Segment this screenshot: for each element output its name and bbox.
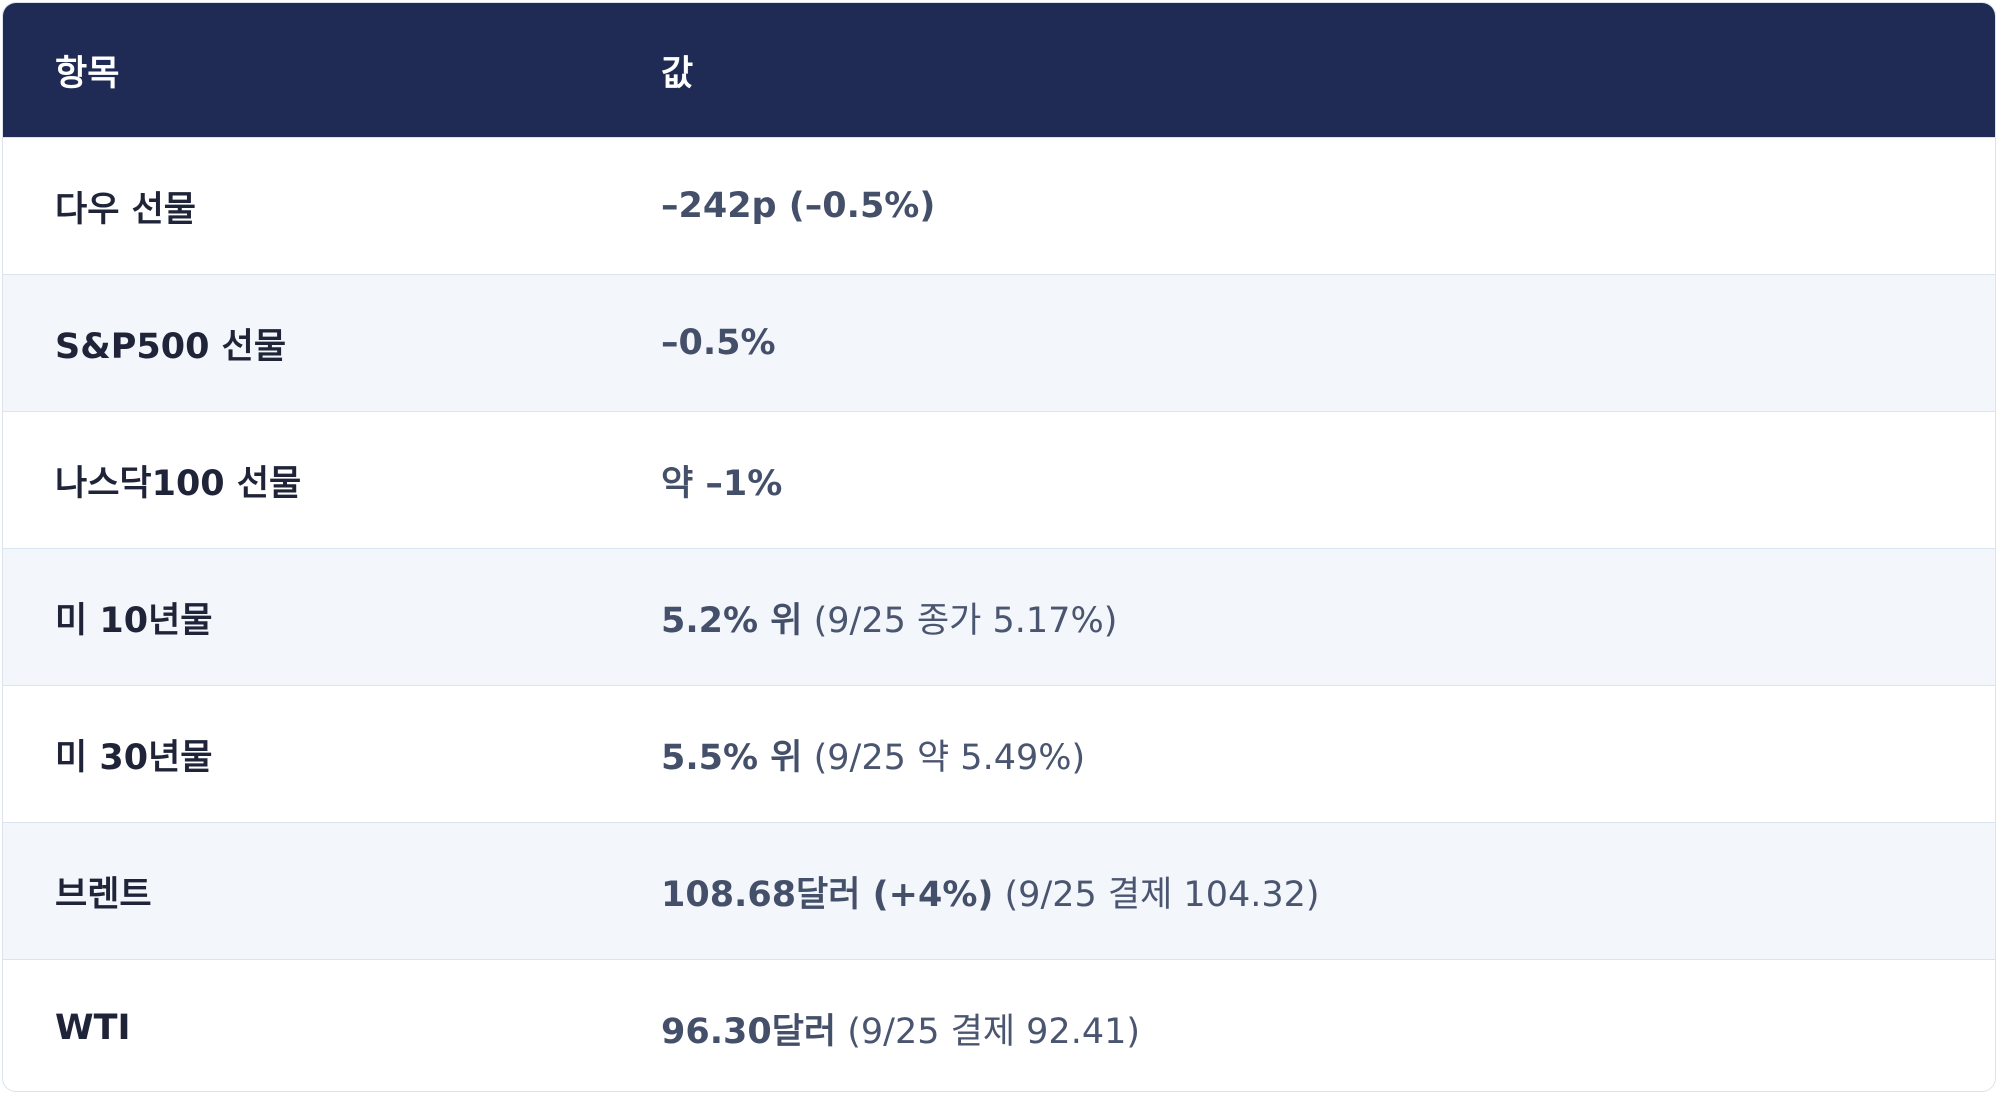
item-cell: 브렌트: [55, 874, 152, 915]
item-cell: 다우 선물: [55, 189, 196, 230]
value-text: –0.5%: [661, 323, 776, 363]
header-row: 항목 값: [3, 3, 1995, 137]
item-cell: 나스닥100 선물: [55, 463, 302, 504]
value-text: 5.2% 위: [661, 600, 803, 641]
header-cell: 항목: [55, 53, 120, 94]
value-note: (9/25 약 5.49%): [813, 737, 1086, 778]
value-cell: 약 –1%: [661, 455, 782, 506]
table-row: 브렌트 108.68달러 (+4%) (9/25 결제 104.32): [3, 822, 1995, 959]
value-cell: –0.5%: [661, 323, 776, 363]
item-cell: WTI: [55, 1008, 131, 1048]
header-cell: 값: [661, 53, 694, 94]
value-note: (9/25 결제 92.41): [847, 1011, 1141, 1052]
value-cell: –242p (–0.5%): [661, 186, 935, 226]
value-cell: 96.30달러 (9/25 결제 92.41): [661, 1003, 1140, 1054]
value-text: 5.5% 위: [661, 737, 803, 778]
table-row: WTI 96.30달러 (9/25 결제 92.41): [3, 959, 1995, 1091]
value-text: 96.30달러: [661, 1011, 837, 1052]
item-cell: S&P500 선물: [55, 326, 287, 367]
table-row: 다우 선물 –242p (–0.5%): [3, 137, 1995, 274]
item-cell: 미 10년물: [55, 600, 213, 641]
value-text: –242p (–0.5%): [661, 186, 936, 226]
value-cell: 5.5% 위 (9/25 약 5.49%): [661, 729, 1085, 780]
table-row: S&P500 선물 –0.5%: [3, 274, 1995, 411]
table-row: 미 10년물 5.2% 위 (9/25 종가 5.17%): [3, 548, 1995, 685]
value-cell: 108.68달러 (+4%) (9/25 결제 104.32): [661, 866, 1320, 917]
value-cell: 5.2% 위 (9/25 종가 5.17%): [661, 592, 1117, 643]
value-text: 약 –1%: [661, 463, 783, 504]
table-row: 나스닥100 선물 약 –1%: [3, 411, 1995, 548]
value-note: (9/25 종가 5.17%): [813, 600, 1118, 641]
value-text: 108.68달러 (+4%): [661, 874, 994, 915]
item-cell: 미 30년물: [55, 737, 213, 778]
value-note: (9/25 결제 104.32): [1004, 874, 1320, 915]
table-row: 미 30년물 5.5% 위 (9/25 약 5.49%): [3, 685, 1995, 822]
